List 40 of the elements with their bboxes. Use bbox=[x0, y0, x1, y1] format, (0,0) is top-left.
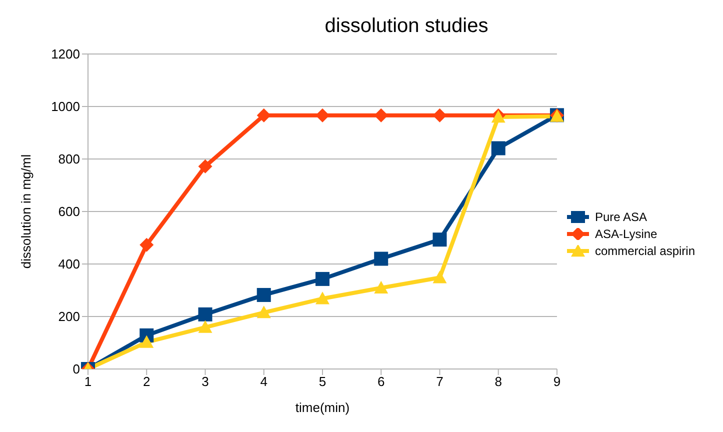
x-tick-label: 1 bbox=[84, 374, 92, 390]
x-tick-label: 3 bbox=[202, 374, 209, 390]
point bbox=[315, 108, 330, 122]
point bbox=[198, 307, 212, 322]
y-axis-title: dissolution in mg/ml bbox=[18, 154, 34, 269]
x-tick-label: 5 bbox=[318, 374, 326, 390]
point bbox=[140, 335, 154, 348]
chart-title: dissolution studies bbox=[324, 14, 490, 39]
x-tick-label: 6 bbox=[377, 374, 385, 390]
point bbox=[256, 288, 271, 302]
x-tick-label: 2 bbox=[143, 374, 150, 390]
point bbox=[198, 320, 212, 333]
x-axis-title: time(min) bbox=[295, 400, 350, 415]
x-tick-label: 8 bbox=[494, 374, 502, 390]
point bbox=[432, 108, 447, 122]
point bbox=[315, 272, 330, 286]
x-tick-label: 4 bbox=[260, 374, 268, 390]
point bbox=[374, 108, 388, 122]
y-tick-label: 200 bbox=[58, 309, 80, 324]
point bbox=[374, 252, 388, 266]
x-tick-label: 7 bbox=[436, 374, 444, 390]
y-tick-label: 800 bbox=[58, 152, 80, 167]
y-tick-label: 0 bbox=[72, 362, 80, 377]
point bbox=[140, 238, 154, 252]
point bbox=[256, 306, 271, 318]
legend-label: commercial aspirin bbox=[594, 244, 695, 258]
x-tick-label: 9 bbox=[553, 374, 561, 390]
legend-label: ASA-Lysine bbox=[594, 227, 658, 241]
y-tick-label: 600 bbox=[58, 204, 80, 220]
y-tick-label: 1000 bbox=[51, 99, 80, 114]
y-tick-label: 1200 bbox=[51, 46, 80, 62]
point bbox=[491, 141, 506, 156]
point bbox=[315, 292, 330, 304]
point bbox=[256, 108, 271, 122]
y-tick-label: 400 bbox=[58, 256, 80, 272]
point bbox=[432, 232, 447, 247]
legend-label: Pure ASA bbox=[594, 210, 647, 224]
point bbox=[432, 270, 447, 284]
point bbox=[374, 280, 388, 294]
point bbox=[198, 159, 212, 174]
